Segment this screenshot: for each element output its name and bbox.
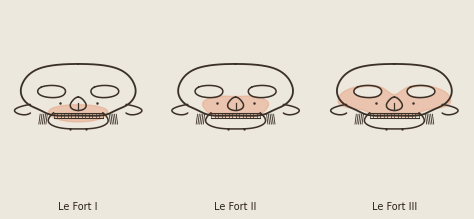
Ellipse shape <box>249 87 275 97</box>
Polygon shape <box>49 105 108 122</box>
Ellipse shape <box>38 87 65 97</box>
Ellipse shape <box>408 87 434 97</box>
Polygon shape <box>337 64 452 116</box>
Polygon shape <box>202 96 269 117</box>
Ellipse shape <box>91 87 118 97</box>
Polygon shape <box>178 64 293 116</box>
Text: Le Fort III: Le Fort III <box>372 202 417 212</box>
Ellipse shape <box>355 87 381 97</box>
Polygon shape <box>338 85 451 117</box>
Text: Le Fort II: Le Fort II <box>214 202 257 212</box>
Polygon shape <box>21 64 136 116</box>
Text: Le Fort I: Le Fort I <box>58 202 98 212</box>
Ellipse shape <box>196 87 222 97</box>
